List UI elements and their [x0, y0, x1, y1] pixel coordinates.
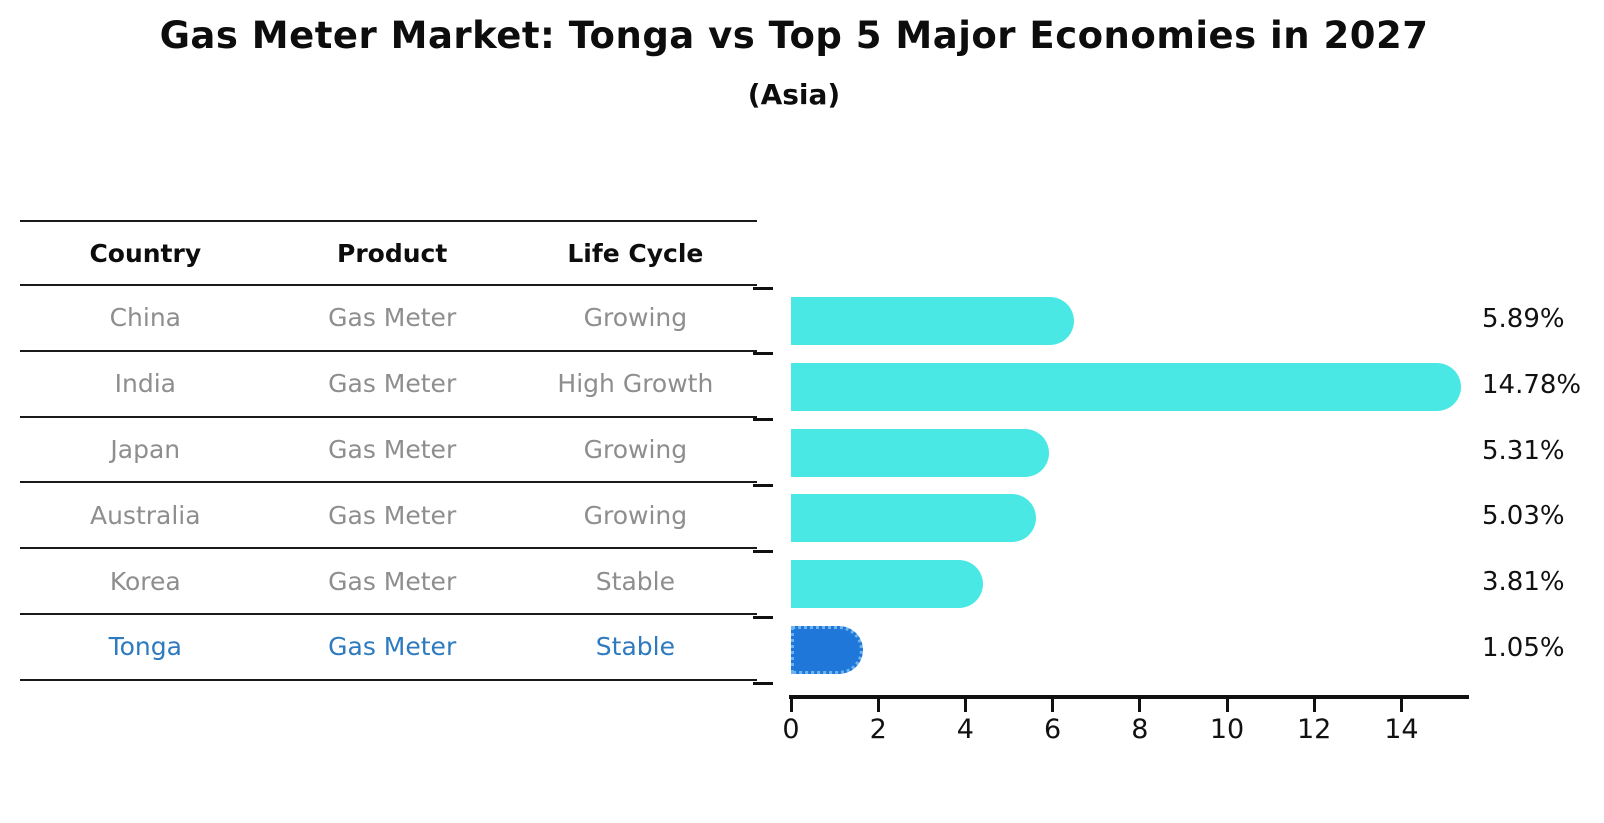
table-cell-country: Tonga	[108, 632, 182, 662]
table-cell-life-cycle: Growing	[583, 303, 688, 333]
y-axis-tick	[753, 286, 773, 290]
x-axis-tick-label: 8	[1131, 714, 1149, 745]
bar-value-label-japan: 5.31%	[1482, 435, 1565, 466]
y-axis-tick	[753, 352, 773, 356]
table-body: China Gas Meter Growing India Gas Meter High …	[20, 286, 757, 681]
x-axis-tick	[876, 699, 880, 712]
x-axis-tick	[1399, 699, 1403, 712]
x-axis-tick-label: 14	[1384, 714, 1419, 745]
bar-korea	[791, 560, 984, 609]
table-cell-life-cycle: Growing	[583, 434, 688, 464]
bar-australia	[791, 494, 1037, 543]
table-cell-product: Gas Meter	[328, 566, 457, 596]
summary-table: Country Product Life Cycle China Gas Mete…	[20, 220, 757, 681]
bar-value-label-australia: 5.03%	[1482, 501, 1565, 532]
x-axis-line	[789, 695, 1469, 699]
bar-value-label-india: 14.78%	[1482, 369, 1582, 400]
x-axis-tick-label: 6	[1044, 714, 1062, 745]
table-cell-product: Gas Meter	[328, 303, 457, 333]
table-cell-country: Korea	[109, 566, 181, 596]
x-axis-tick-label: 4	[956, 714, 974, 745]
table-row-china: China Gas Meter Growing	[20, 286, 757, 352]
chart-subtitle: (Asia)	[747, 78, 841, 111]
bar-value-label-tonga: 1.05%	[1482, 633, 1565, 664]
table-cell-country: India	[114, 369, 176, 399]
y-axis-tick	[753, 418, 773, 422]
chart-title: Gas Meter Market: Tonga vs Top 5 Major E…	[159, 14, 1429, 57]
table-cell-life-cycle: Stable	[595, 632, 675, 662]
x-axis-tick	[1225, 699, 1229, 712]
x-axis-tick-label: 12	[1297, 714, 1332, 745]
table-cell-product: Gas Meter	[328, 369, 457, 399]
table-cell-life-cycle: High Growth	[557, 369, 714, 399]
column-header-product: Product	[337, 238, 448, 268]
y-axis-tick	[753, 681, 773, 685]
y-axis-tick	[753, 615, 773, 619]
x-axis-tick	[1051, 699, 1055, 712]
y-axis-tick	[753, 484, 773, 487]
bar-china	[791, 296, 1074, 345]
table-row-japan: Japan Gas Meter Growing	[20, 418, 757, 484]
table-cell-life-cycle: Growing	[583, 500, 688, 530]
bar-japan	[791, 428, 1049, 477]
table-row-tonga: Tonga Gas Meter Stable	[20, 615, 757, 681]
x-axis-tick	[1138, 699, 1142, 712]
column-header-life-cycle: Life Cycle	[567, 238, 704, 268]
bar-tonga	[791, 626, 863, 675]
x-axis-tick-label: 2	[869, 714, 887, 745]
bar-india	[791, 362, 1462, 411]
table-cell-country: Japan	[110, 434, 181, 464]
table-row-australia: Australia Gas Meter Growing	[20, 483, 757, 550]
y-axis-tick	[753, 549, 773, 553]
bar-value-label-korea: 3.81%	[1482, 567, 1565, 598]
table-cell-product: Gas Meter	[328, 500, 457, 530]
table-cell-country: China	[109, 303, 181, 333]
table-cell-product: Gas Meter	[328, 632, 457, 662]
table-row-korea: Korea Gas Meter Stable	[20, 549, 757, 615]
x-axis-tick	[963, 699, 967, 712]
x-axis-tick	[789, 699, 793, 712]
x-axis-tick-label: 0	[782, 714, 800, 745]
bar-value-label-china: 5.89%	[1482, 303, 1565, 334]
table-cell-life-cycle: Stable	[595, 566, 675, 596]
table-row-india: India Gas Meter High Growth	[20, 352, 757, 418]
table-cell-product: Gas Meter	[328, 434, 457, 464]
x-axis-tick	[1312, 699, 1316, 712]
table-cell-country: Australia	[89, 500, 201, 530]
column-header-country: Country	[89, 238, 202, 268]
table-header-row: Country Product Life Cycle	[20, 220, 757, 286]
x-axis-tick-label: 10	[1209, 714, 1245, 745]
